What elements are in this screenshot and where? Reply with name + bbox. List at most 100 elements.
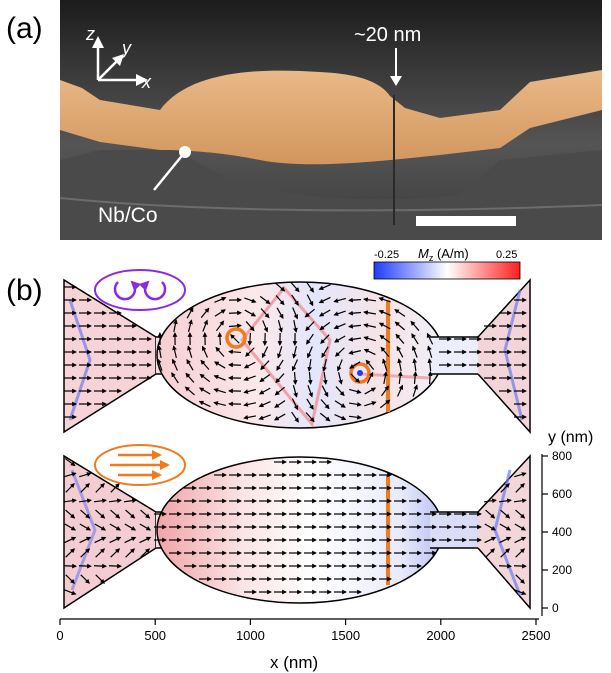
bottom-panel — [63, 454, 531, 611]
magnetization-arrow — [498, 498, 512, 504]
magnetization-arrow — [78, 498, 92, 504]
magnetization-arrow — [365, 359, 375, 371]
x-tick-label: 2000 — [426, 628, 455, 643]
magnetization-arrow — [320, 334, 330, 344]
magnetization-arrow — [79, 536, 92, 544]
gap-arrow-icon — [390, 76, 402, 86]
magnetization-arrow — [515, 509, 526, 519]
magnetization-arrow — [348, 414, 362, 420]
magnetization-arrow — [500, 548, 511, 558]
magnetization-arrow — [262, 320, 269, 333]
magnetization-arrow — [500, 509, 511, 519]
y-axis-label: y (nm) — [548, 429, 593, 446]
magnetization-arrow — [260, 308, 270, 319]
magnetization-arrow — [260, 360, 270, 371]
magnetization-arrow — [261, 346, 269, 359]
magnetization-arrow — [95, 509, 106, 519]
magnetization-arrow — [396, 384, 404, 397]
magnetization-arrow — [350, 373, 360, 383]
colorbar-min-label: -0.25 — [374, 249, 399, 261]
magnetization-arrow — [292, 385, 298, 398]
magnetization-arrow — [320, 399, 330, 410]
magnetization-arrow — [123, 498, 137, 504]
magnetization-arrow — [378, 322, 391, 330]
y-tick-label: 0 — [552, 601, 559, 615]
magnetization-arrow — [412, 358, 418, 372]
magnetization-arrow — [171, 358, 178, 371]
magnetization-arrow — [349, 388, 362, 394]
magnetization-arrow — [243, 402, 256, 407]
magnetization-arrow — [243, 388, 256, 394]
magnetization-arrow — [95, 548, 106, 558]
magnetization-arrow — [381, 385, 390, 397]
magnetization-arrow — [277, 320, 283, 333]
magnetization-arrow — [110, 548, 121, 558]
magnetization-arrow — [334, 413, 347, 421]
magnetization-arrow — [364, 401, 377, 407]
magnetization-arrow — [215, 346, 225, 357]
magnetization-arrow — [64, 457, 76, 467]
magnetization-arrow — [187, 345, 193, 358]
magnetization-arrow — [276, 359, 284, 371]
magnetization-arrow — [363, 336, 376, 342]
magnetization-arrow — [394, 309, 406, 317]
magnetization-arrow — [306, 281, 314, 293]
magnetization-arrow — [333, 310, 346, 316]
magnetization-arrow — [214, 309, 226, 317]
magnetization-arrow — [258, 401, 271, 408]
magnetization-arrow — [273, 413, 286, 421]
magnetization-arrow — [305, 412, 315, 423]
axis-z-label: z — [85, 24, 95, 44]
gap-label: ~20 nm — [354, 24, 421, 46]
magnetization-arrow — [243, 361, 256, 369]
magnetization-arrow — [171, 372, 179, 384]
magnetization-arrow — [334, 400, 346, 408]
x-axis-label: x (nm) — [270, 653, 318, 672]
magnetization-arrow — [395, 333, 405, 344]
magnetization-arrow — [322, 359, 327, 372]
magnetization-arrow — [259, 373, 271, 383]
magnetization-arrow — [199, 373, 211, 383]
magnetization-arrow — [64, 523, 77, 531]
magnetization-arrow — [213, 374, 226, 381]
magnetization-arrow — [201, 345, 209, 358]
colorbar: -0.25 0.25 Mz (A/m) — [373, 246, 521, 280]
magnetization-arrow — [485, 509, 496, 519]
magnetization-arrow — [379, 334, 391, 344]
magnetization-arrow — [394, 321, 405, 331]
magnetization-arrow — [380, 346, 390, 357]
x-tick-label: 0 — [56, 628, 63, 643]
y-axis: 0 200 400 600 800 y (nm) — [541, 429, 593, 616]
magnetization-arrow — [514, 589, 527, 596]
magnetization-arrow — [348, 323, 362, 329]
magnetization-arrow — [412, 384, 418, 397]
magnetization-arrow — [292, 346, 297, 359]
magnetization-arrow — [366, 371, 374, 384]
top-panel — [63, 278, 531, 434]
magnetization-arrow — [396, 345, 404, 358]
magnetization-arrow — [79, 523, 92, 531]
magnetization-arrow — [318, 284, 331, 291]
magnetization-arrow — [427, 371, 433, 385]
y-tick-label: 800 — [552, 449, 572, 463]
magnetization-arrow — [274, 400, 286, 408]
uniform-magnetization-icon — [94, 444, 186, 486]
magnetization-arrow — [318, 296, 331, 304]
magnetization-arrow — [306, 333, 314, 345]
magnetization-arrow — [64, 589, 77, 596]
magnetization-arrow — [80, 509, 91, 519]
magnetization-arrow — [94, 523, 107, 531]
magnetization-arrow — [80, 548, 91, 558]
magnetization-arrow — [95, 574, 105, 584]
magnetization-arrow — [277, 346, 283, 359]
magnetization-arrow — [333, 297, 346, 303]
magnetization-arrow — [259, 295, 271, 305]
magnetization-arrow — [214, 296, 227, 303]
magnetization-arrow — [173, 319, 178, 333]
vortex-marker-1 — [225, 327, 247, 349]
magnetization-arrow — [500, 483, 510, 493]
axis-y-label: y — [120, 38, 132, 58]
sem-image: z y x ~20 nm Nb/Co — [60, 0, 602, 240]
magnetization-arrow — [379, 399, 391, 409]
panel-b-label: (b) — [6, 274, 43, 307]
